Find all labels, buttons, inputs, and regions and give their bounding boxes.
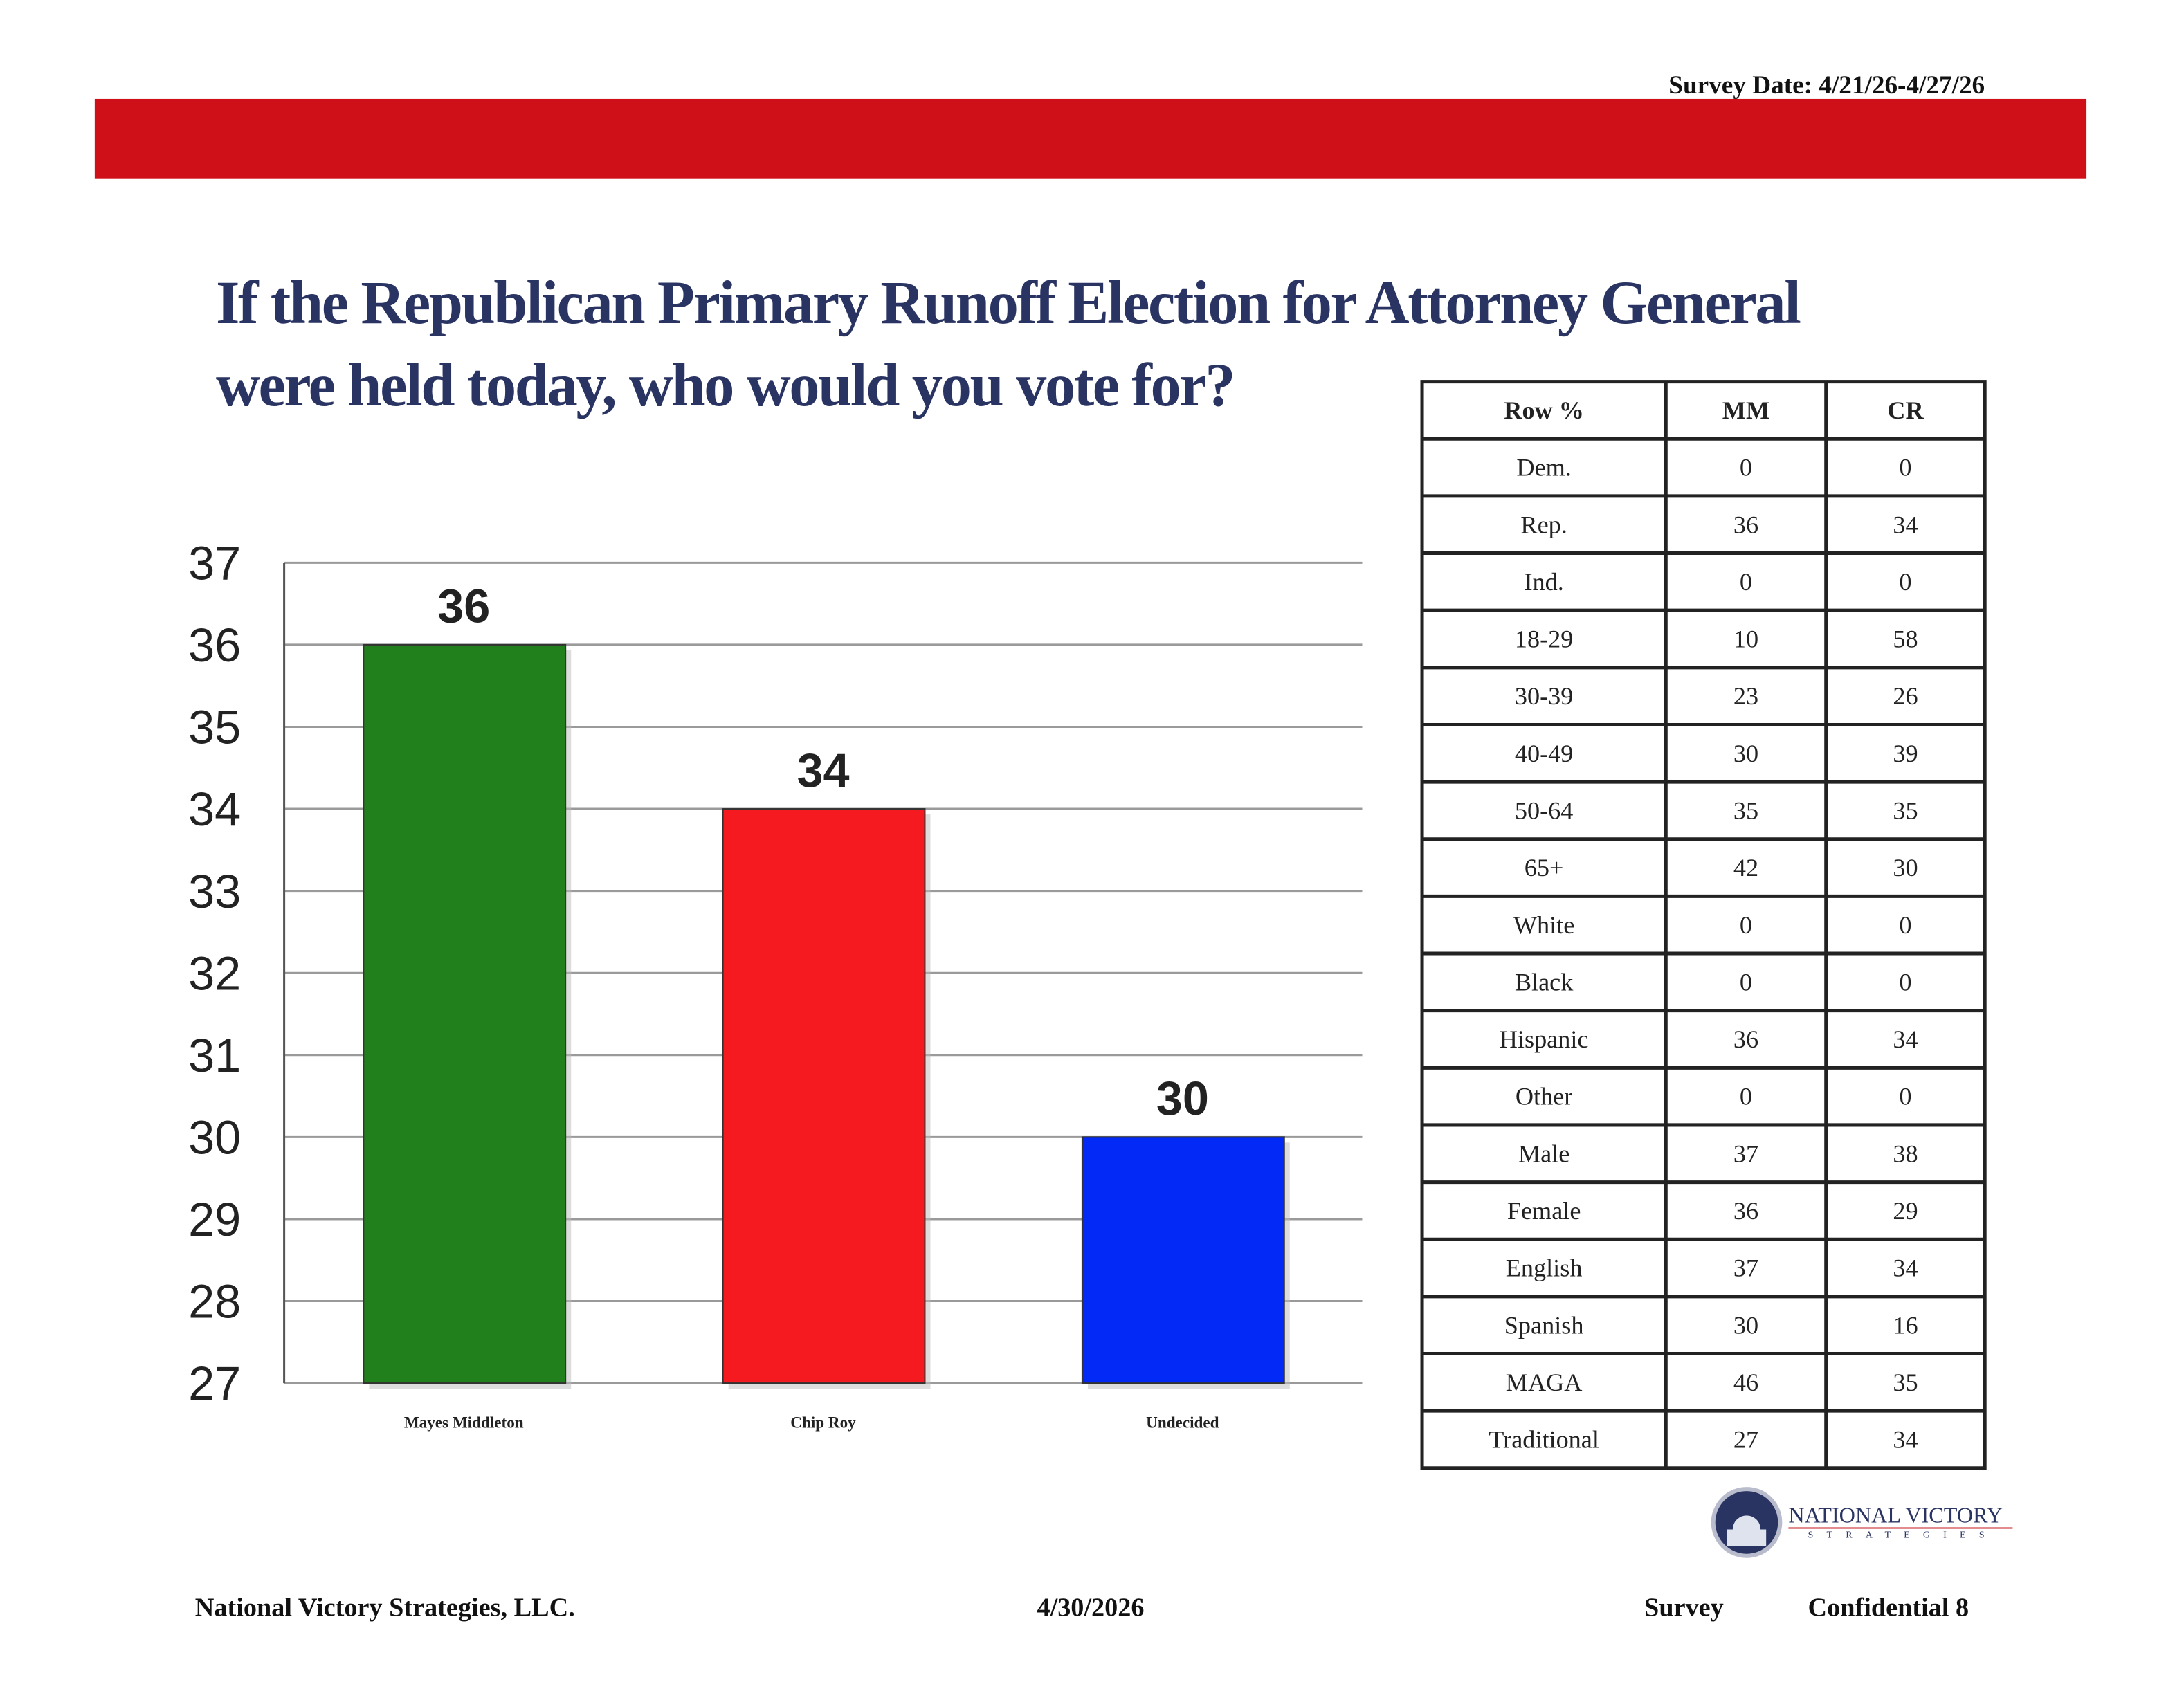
footer-company: National Victory Strategies, LLC.: [195, 1593, 575, 1622]
table-cell: 0: [1740, 911, 1752, 939]
table-cell: 0: [1740, 568, 1752, 596]
table-cell: 39: [1893, 740, 1918, 767]
table-cell: 36: [1733, 511, 1758, 538]
data-label: 30: [1156, 1072, 1209, 1125]
table-cell: MAGA: [1506, 1369, 1583, 1396]
table-frame: [1420, 380, 1987, 1470]
table-cell: 27: [1733, 1426, 1758, 1454]
table-cell: 0: [1740, 1083, 1752, 1110]
data-label: 34: [797, 744, 849, 797]
table-header-cell: CR: [1887, 396, 1924, 424]
y-tick-label: 32: [188, 947, 241, 1000]
table-cell: 46: [1733, 1369, 1758, 1396]
table-cell: 16: [1893, 1311, 1918, 1339]
table-cell: 34: [1893, 1254, 1918, 1282]
table-cell: 30: [1733, 1311, 1758, 1339]
bar: [722, 808, 926, 1384]
y-tick-label: 29: [188, 1193, 241, 1246]
table-cell: 50-64: [1515, 796, 1573, 824]
table-cell: 0: [1899, 454, 1911, 482]
logo-sub: STRATEGIES: [1808, 1530, 1998, 1541]
y-tick-label: 36: [188, 619, 241, 672]
table-cell: 42: [1733, 854, 1758, 881]
table-cell: 38: [1893, 1140, 1918, 1167]
data-label: 36: [437, 580, 490, 633]
table: Row % MM CR Dem. 0 0 Rep. 36 34 Ind. 0 0 18-29 10 58 30…: [1420, 380, 1987, 1470]
table-cell: 0: [1899, 911, 1911, 939]
table-cell: 0: [1899, 968, 1911, 996]
table-cell: 10: [1733, 625, 1758, 653]
footer-page: Confidential 8: [1808, 1593, 1969, 1622]
table-cell: Spanish: [1504, 1311, 1584, 1339]
survey-date: Survey Date: 4/21/26-4/27/26: [1668, 71, 1985, 100]
table-cell: English: [1506, 1254, 1583, 1282]
table-cell: 37: [1733, 1254, 1758, 1282]
table-cell: 0: [1899, 568, 1911, 596]
table-cell: Black: [1515, 968, 1574, 996]
table-cell: 35: [1733, 796, 1758, 824]
plot: 27 28 29 30 31 32 33 34 35 36 37 36 Mayes Middleton 3…: [188, 536, 1363, 1432]
table-cell: Male: [1518, 1140, 1569, 1167]
footer-date: 4/30/2026: [1037, 1593, 1144, 1622]
table-cell: 37: [1733, 1140, 1758, 1167]
table-cell: 18-29: [1515, 625, 1573, 653]
logo: NATIONAL VICTORY STRATEGIES: [1711, 1487, 2013, 1558]
table-cell: Hispanic: [1500, 1025, 1589, 1053]
bar: [363, 643, 567, 1384]
table-cell: 0: [1740, 968, 1752, 996]
table-cell: Other: [1516, 1083, 1572, 1110]
table-cell: 0: [1899, 1083, 1911, 1110]
header-band: [94, 98, 2087, 179]
x-tick-label: Mayes Middleton: [404, 1414, 524, 1432]
y-tick-label: 34: [188, 783, 241, 836]
table-cell: 35: [1893, 796, 1918, 824]
y-tick-label: 28: [188, 1275, 241, 1328]
y-tick-label: 33: [188, 865, 241, 918]
y-tick-label: 37: [188, 536, 241, 589]
table-cell: 40-49: [1515, 740, 1573, 767]
bar: [1081, 1136, 1285, 1384]
table-cell: White: [1513, 911, 1574, 939]
logo-dome: [1727, 1515, 1767, 1546]
table-header-cell: Row %: [1504, 396, 1584, 424]
table-cell: Female: [1507, 1197, 1581, 1225]
y-tick-label: 35: [188, 701, 241, 754]
table-cell: 23: [1733, 682, 1758, 710]
table-cell: 36: [1733, 1025, 1758, 1053]
y-tick-label: 27: [188, 1357, 241, 1410]
table-cell: Dem.: [1516, 454, 1571, 482]
table-cell: 26: [1893, 682, 1918, 710]
table-cell: Rep.: [1520, 511, 1567, 538]
table-cell: Ind.: [1524, 568, 1563, 596]
table-cell: 34: [1893, 1025, 1918, 1053]
table-cell: 34: [1893, 1426, 1918, 1454]
table-cell: 0: [1740, 454, 1752, 482]
y-tick-label: 30: [188, 1111, 241, 1164]
table-cell: 58: [1893, 625, 1918, 653]
table-cell: 30: [1893, 854, 1918, 881]
x-tick-label: Undecided: [1146, 1414, 1219, 1432]
table-header-cell: MM: [1722, 396, 1769, 424]
chart-title: were held today, who would you vote for?: [216, 351, 1234, 419]
chart-title: If the Republican Primary Runoff Electio…: [216, 269, 1801, 337]
table-cell: 35: [1893, 1369, 1918, 1396]
table-cell: 30-39: [1515, 682, 1573, 710]
table-cell: 65+: [1525, 854, 1564, 881]
table-cell: 34: [1893, 511, 1918, 538]
table-cell: 36: [1733, 1197, 1758, 1225]
table-cell: 30: [1733, 740, 1758, 767]
x-tick-label: Chip Roy: [790, 1414, 856, 1432]
y-tick-label: 31: [188, 1029, 241, 1082]
footer-survey: Survey: [1644, 1593, 1724, 1622]
logo-name: NATIONAL VICTORY: [1788, 1502, 2003, 1527]
table-cell: Traditional: [1489, 1426, 1599, 1454]
table-cell: 29: [1893, 1197, 1918, 1225]
